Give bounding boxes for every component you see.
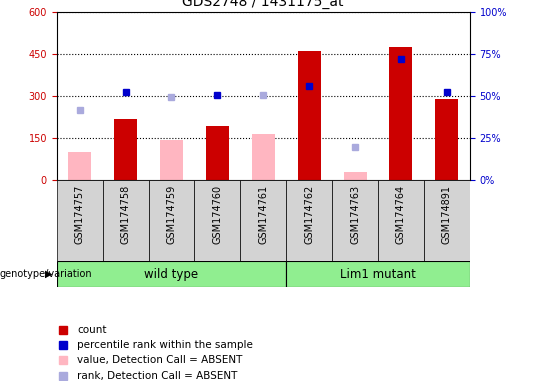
Bar [68,152,91,180]
Bar [160,140,183,180]
Bar [240,180,286,261]
Bar [378,180,424,261]
Text: rank, Detection Call = ABSENT: rank, Detection Call = ABSENT [77,371,238,381]
Bar [57,261,286,287]
Bar [298,51,321,180]
Bar [194,180,240,261]
Text: value, Detection Call = ABSENT: value, Detection Call = ABSENT [77,356,243,366]
Title: GDS2748 / 1431175_at: GDS2748 / 1431175_at [183,0,344,9]
Text: GSM174764: GSM174764 [396,185,406,243]
Bar [424,180,470,261]
Bar [206,126,229,180]
Text: GSM174761: GSM174761 [258,185,268,243]
Text: ▶: ▶ [45,269,52,279]
Bar [286,180,332,261]
Text: count: count [77,325,107,335]
Text: GSM174762: GSM174762 [304,185,314,244]
Bar [435,99,458,180]
Bar [252,134,275,180]
Text: GSM174891: GSM174891 [442,185,452,243]
Bar [332,180,378,261]
Text: GSM174757: GSM174757 [75,185,85,244]
Bar [103,180,148,261]
Text: Lim1 mutant: Lim1 mutant [340,268,416,281]
Bar [57,180,103,261]
Text: GSM174758: GSM174758 [120,185,131,244]
Bar [343,172,367,180]
Text: genotype/variation: genotype/variation [0,269,93,279]
Text: GSM174760: GSM174760 [212,185,222,243]
Bar [286,261,470,287]
Text: GSM174759: GSM174759 [166,185,177,244]
Text: wild type: wild type [144,268,199,281]
Bar [148,180,194,261]
Bar [389,47,413,180]
Text: percentile rank within the sample: percentile rank within the sample [77,340,253,350]
Bar [114,119,137,180]
Text: GSM174763: GSM174763 [350,185,360,243]
